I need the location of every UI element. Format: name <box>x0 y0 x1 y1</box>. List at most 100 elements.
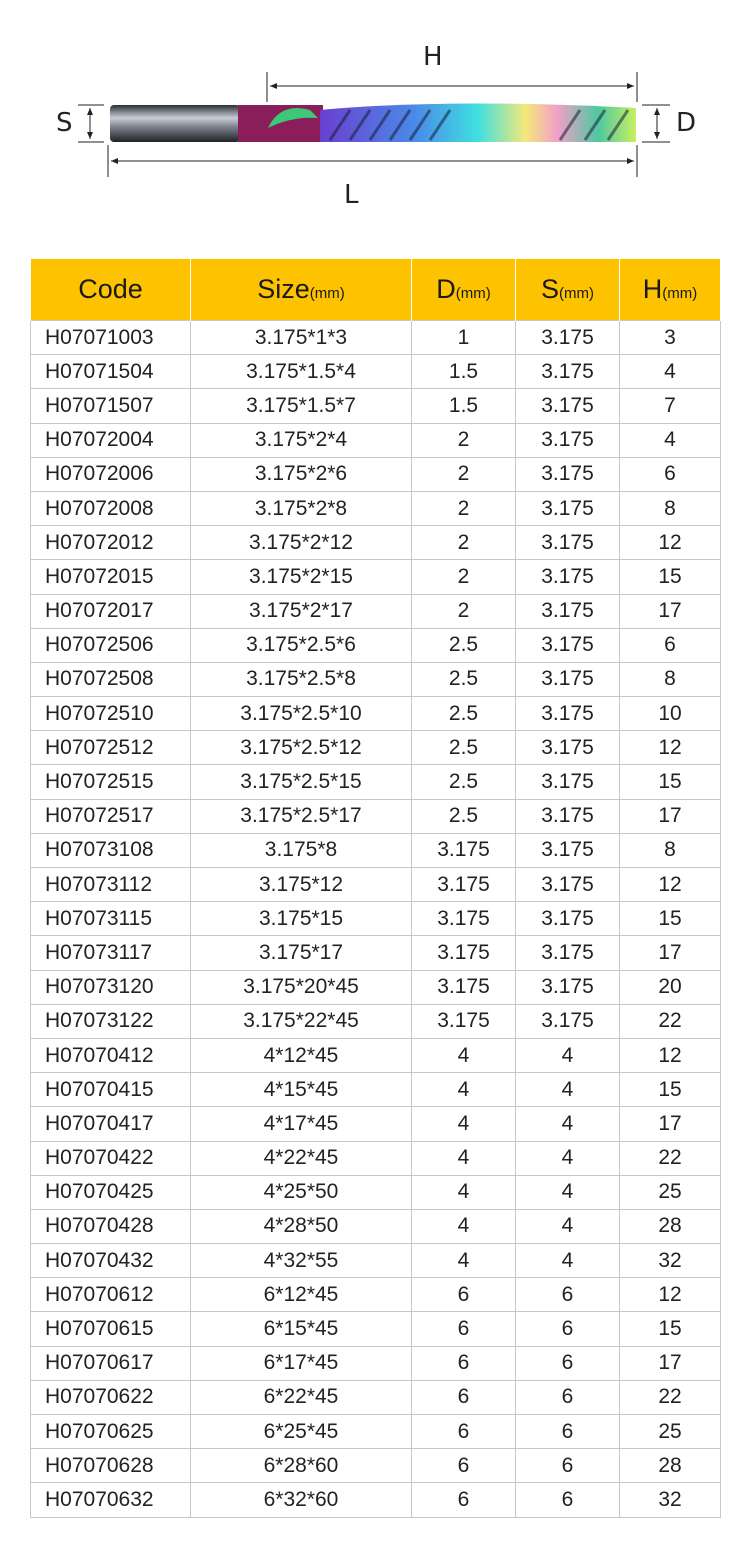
code-cell: H07073117 <box>30 935 191 971</box>
size-cell: 6*32*60 <box>190 1482 412 1518</box>
code-cell: H07072008 <box>30 490 191 527</box>
dimension-label-s: S <box>56 108 73 138</box>
code-cell: H07070432 <box>30 1243 191 1279</box>
h-cell: 28 <box>619 1448 721 1484</box>
h-cell: 17 <box>619 798 721 834</box>
s-cell: 6 <box>515 1413 620 1450</box>
h-cell: 8 <box>619 832 721 869</box>
table-row: H07072512 3.175*2.5*12 2.5 3.175 12 <box>30 730 721 766</box>
d-cell: 2 <box>411 490 516 527</box>
d-cell: 2.5 <box>411 696 516 732</box>
h-cell: 4 <box>619 354 721 390</box>
header-label: S <box>541 274 560 304</box>
size-cell: 6*12*45 <box>190 1277 412 1313</box>
header-h: H(mm) <box>619 259 721 321</box>
s-cell: 3.175 <box>515 730 620 766</box>
d-cell: 6 <box>411 1345 516 1381</box>
d-cell: 6 <box>411 1448 516 1484</box>
table-row: H07070617 6*17*45 6 6 17 <box>30 1345 721 1381</box>
code-cell: H07071003 <box>30 319 191 356</box>
h-cell: 17 <box>619 593 721 629</box>
h-cell: 15 <box>619 1072 721 1108</box>
specification-table: Code Size(mm) D(mm) S(mm) H(mm) H0707100… <box>30 259 721 1518</box>
d-cell: 2.5 <box>411 661 516 698</box>
header-unit: (mm) <box>309 285 345 302</box>
s-cell: 4 <box>515 1243 620 1279</box>
size-cell: 3.175*2.5*10 <box>190 696 412 732</box>
s-cell: 4 <box>515 1106 620 1142</box>
table-row: H07070415 4*15*45 4 4 15 <box>30 1072 721 1108</box>
s-cell: 6 <box>515 1448 620 1484</box>
size-cell: 3.175*2.5*6 <box>190 627 412 663</box>
header-label: D <box>436 274 456 304</box>
d-cell: 1.5 <box>411 388 516 424</box>
code-cell: H07071507 <box>30 388 191 424</box>
h-cell: 17 <box>619 1106 721 1142</box>
code-cell: H07070615 <box>30 1311 191 1347</box>
table-row: H07070625 6*25*45 6 6 25 <box>30 1413 721 1450</box>
size-cell: 3.175*22*45 <box>190 1003 412 1039</box>
d-cell: 2 <box>411 422 516 458</box>
s-cell: 3.175 <box>515 969 620 1005</box>
code-cell: H07073108 <box>30 832 191 869</box>
table-row: H07070615 6*15*45 6 6 15 <box>30 1311 721 1347</box>
s-cell: 3.175 <box>515 798 620 834</box>
code-cell: H07070622 <box>30 1379 191 1416</box>
d-cell: 4 <box>411 1243 516 1279</box>
size-cell: 3.175*2.5*15 <box>190 764 412 800</box>
table-row: H07073122 3.175*22*45 3.175 3.175 22 <box>30 1003 721 1039</box>
d-cell: 3.175 <box>411 1003 516 1039</box>
d-cell: 4 <box>411 1037 516 1074</box>
h-cell: 12 <box>619 1037 721 1074</box>
size-cell: 3.175*12 <box>190 866 412 903</box>
code-cell: H07070625 <box>30 1413 191 1450</box>
size-cell: 3.175*2*4 <box>190 422 412 458</box>
d-cell: 2.5 <box>411 627 516 663</box>
h-cell: 6 <box>619 456 721 492</box>
h-cell: 8 <box>619 661 721 698</box>
code-cell: H07072515 <box>30 764 191 800</box>
size-cell: 6*28*60 <box>190 1448 412 1484</box>
code-cell: H07072006 <box>30 456 191 492</box>
s-cell: 3.175 <box>515 935 620 971</box>
code-cell: H07072510 <box>30 696 191 732</box>
h-cell: 17 <box>619 1345 721 1381</box>
table-row: H07072515 3.175*2.5*15 2.5 3.175 15 <box>30 764 721 800</box>
table-row: H07072506 3.175*2.5*6 2.5 3.175 6 <box>30 627 721 663</box>
size-cell: 3.175*1.5*4 <box>190 354 412 390</box>
header-label: H <box>642 274 663 304</box>
code-cell: H07070412 <box>30 1037 191 1074</box>
h-cell: 32 <box>619 1482 721 1518</box>
header-unit: (mm) <box>662 285 698 302</box>
table-row: H07073117 3.175*17 3.175 3.175 17 <box>30 935 721 971</box>
header-d: D(mm) <box>411 259 516 321</box>
code-cell: H07070415 <box>30 1072 191 1108</box>
h-cell: 15 <box>619 901 721 937</box>
h-cell: 12 <box>619 730 721 766</box>
table-row: H07073108 3.175*8 3.175 3.175 8 <box>30 832 721 869</box>
table-row: H07070422 4*22*45 4 4 22 <box>30 1140 721 1176</box>
code-cell: H07072004 <box>30 422 191 458</box>
s-cell: 3.175 <box>515 559 620 595</box>
s-cell: 3.175 <box>515 525 620 561</box>
end-mill-illustration <box>78 72 670 177</box>
d-cell: 3.175 <box>411 866 516 903</box>
d-cell: 2.5 <box>411 764 516 800</box>
s-cell: 3.175 <box>515 661 620 698</box>
table-row: H07070622 6*22*45 6 6 22 <box>30 1379 721 1416</box>
h-cell: 10 <box>619 696 721 732</box>
d-cell: 4 <box>411 1106 516 1142</box>
size-cell: 4*25*50 <box>190 1174 412 1210</box>
h-cell: 22 <box>619 1140 721 1176</box>
d-cell: 6 <box>411 1413 516 1450</box>
table-row: H07070432 4*32*55 4 4 32 <box>30 1243 721 1279</box>
size-cell: 6*25*45 <box>190 1413 412 1450</box>
code-cell: H07072012 <box>30 525 191 561</box>
table-row: H07073112 3.175*12 3.175 3.175 12 <box>30 866 721 903</box>
size-cell: 6*15*45 <box>190 1311 412 1347</box>
h-cell: 3 <box>619 319 721 356</box>
d-cell: 1 <box>411 319 516 356</box>
table-row: H07073120 3.175*20*45 3.175 3.175 20 <box>30 969 721 1005</box>
s-cell: 6 <box>515 1345 620 1381</box>
s-cell: 3.175 <box>515 319 620 356</box>
